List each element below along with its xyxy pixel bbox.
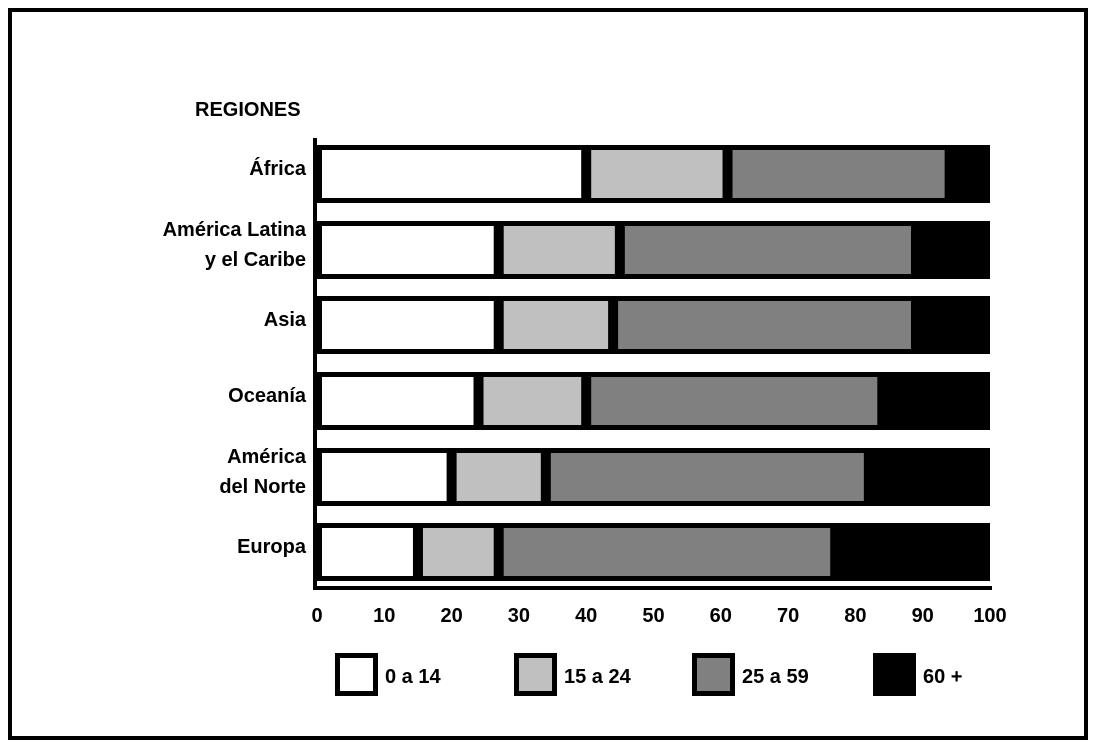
bar-segment xyxy=(732,150,945,198)
legend-label: 0 a 14 xyxy=(385,666,441,688)
x-tick-label: 90 xyxy=(912,605,934,627)
bar-segment xyxy=(456,453,541,501)
legend-swatch xyxy=(514,653,557,696)
bar-segment xyxy=(503,528,831,576)
bar-segment xyxy=(591,150,723,198)
legend-label: 25 a 59 xyxy=(742,666,809,688)
bar-segment xyxy=(550,453,864,501)
bar-segment xyxy=(591,377,878,425)
legend-label: 60 + xyxy=(923,666,962,688)
category-label: Asia xyxy=(264,309,307,331)
bar-segment xyxy=(503,301,609,349)
bar-segment xyxy=(624,226,911,274)
category-label: y el Caribe xyxy=(205,249,306,271)
legend: 0 a 14 15 a 24 25 a 59 60 + xyxy=(335,653,962,696)
bar-segment xyxy=(949,145,990,203)
category-labels: África América Latina y el Caribe Asia Ocean… xyxy=(163,157,307,558)
bar-segment xyxy=(322,453,447,501)
category-label: Europa xyxy=(237,536,307,558)
bar-segment xyxy=(915,296,990,354)
x-tick-label: 70 xyxy=(777,605,799,627)
x-tick-label: 0 xyxy=(311,605,322,627)
category-label: América xyxy=(227,446,307,468)
bar-segment xyxy=(322,150,582,198)
bar-segment xyxy=(915,221,990,279)
bars-layer xyxy=(317,145,990,581)
bar-segment xyxy=(322,226,494,274)
x-tick-label: 20 xyxy=(440,605,462,627)
bar-segment xyxy=(835,523,990,581)
bar-segment xyxy=(503,226,615,274)
x-tick-label: 100 xyxy=(973,605,1006,627)
bar-segment xyxy=(322,301,494,349)
chart-title: REGIONES xyxy=(195,99,301,121)
bar-segment xyxy=(882,372,990,430)
legend-label: 15 a 24 xyxy=(564,666,632,688)
x-axis: 0 10 20 30 40 50 60 70 80 90 100 xyxy=(311,138,1007,627)
legend-swatch xyxy=(692,653,735,696)
category-label: América Latina xyxy=(163,219,307,241)
x-tick-label: 10 xyxy=(373,605,395,627)
bar-segment xyxy=(483,377,582,425)
bar-segment xyxy=(322,528,413,576)
x-tick-label: 30 xyxy=(508,605,530,627)
category-label: Oceanía xyxy=(228,385,307,407)
legend-swatch xyxy=(335,653,378,696)
legend-swatch xyxy=(873,653,916,696)
x-tick-label: 40 xyxy=(575,605,597,627)
bar-segment xyxy=(868,448,990,506)
x-tick-label: 50 xyxy=(642,605,664,627)
bar-segment xyxy=(618,301,911,349)
category-label: del Norte xyxy=(219,476,306,498)
bar-segment xyxy=(422,528,494,576)
category-label: África xyxy=(249,157,307,180)
x-tick-label: 80 xyxy=(844,605,866,627)
bar-segment xyxy=(322,377,474,425)
x-tick-label: 60 xyxy=(710,605,732,627)
